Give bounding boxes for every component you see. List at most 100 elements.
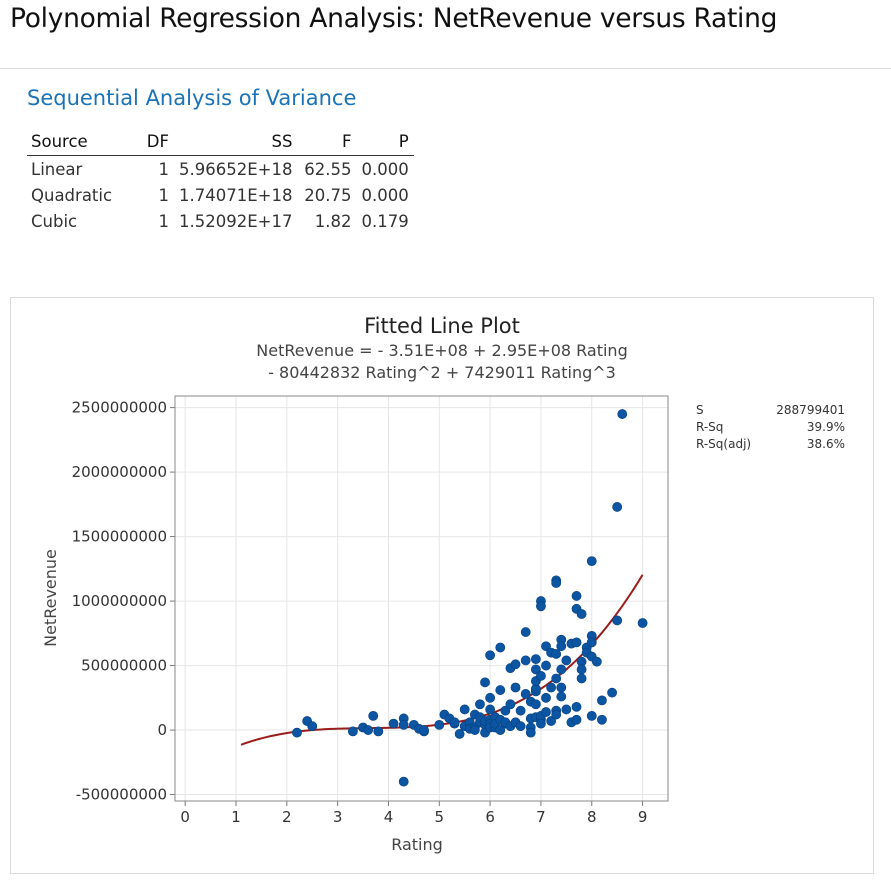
col-header-source: Source <box>27 128 128 156</box>
data-point <box>586 710 597 721</box>
data-point <box>551 709 562 720</box>
data-point <box>459 704 470 715</box>
cell-ss: 1.52092E+17 <box>179 211 293 231</box>
plot-frame <box>174 395 669 802</box>
data-point <box>571 591 582 601</box>
x-tick-label: 6 <box>485 808 495 826</box>
x-tick-label: 5 <box>435 808 445 826</box>
x-axis-label: Rating <box>391 835 443 854</box>
data-point <box>520 627 531 637</box>
data-point <box>591 656 602 667</box>
cell-df: 1 <box>158 211 170 231</box>
data-point <box>510 682 521 693</box>
chart-equation-line-1: NetRevenue = - 3.51E+08 + 2.95E+08 Ratin… <box>256 341 627 360</box>
y-tick-label: 2000000000 <box>72 463 167 481</box>
data-point <box>530 699 541 710</box>
data-point <box>505 699 516 710</box>
data-point <box>368 710 379 721</box>
x-tick-label: 1 <box>231 808 241 826</box>
cell-f: 1.82 <box>314 211 352 231</box>
x-tick-label: 8 <box>587 808 597 826</box>
chart-title: Fitted Line Plot <box>364 314 520 338</box>
data-point <box>449 717 460 728</box>
data-point <box>292 727 302 738</box>
fitted-line-plot: Fitted Line Plot NetRevenue = - 3.51E+08… <box>41 314 845 854</box>
x-axis-ticks: 0 1 2 3 4 5 6 7 8 9 <box>180 801 647 826</box>
x-tick-label: 4 <box>384 808 394 826</box>
data-point <box>551 673 562 684</box>
data-point <box>556 691 567 702</box>
data-point <box>571 637 582 648</box>
stat-rsqadj-value: 38.6% <box>807 437 845 451</box>
stat-rsq-value: 39.9% <box>807 420 845 434</box>
cell-source: Cubic <box>31 211 78 231</box>
data-point <box>485 692 496 703</box>
data-point <box>388 718 399 729</box>
data-point <box>637 618 648 628</box>
y-tick-label: 2500000000 <box>72 399 167 417</box>
x-tick-label: 9 <box>638 808 648 826</box>
data-point <box>363 725 374 735</box>
data-point <box>515 721 526 732</box>
stat-s-value: 288799401 <box>776 403 845 417</box>
data-point <box>612 615 623 626</box>
chart-equation-line-2: - 80442832 Rating^2 + 7429011 Rating^3 <box>268 363 616 382</box>
y-axis-ticks: -500000000 0 500000000 1000000000 1500000000… <box>72 399 175 804</box>
data-point <box>551 649 562 659</box>
stat-rsqadj-label: R-Sq(adj) <box>696 437 751 451</box>
data-point <box>536 670 546 681</box>
data-point <box>398 776 409 787</box>
data-point <box>398 719 409 730</box>
data-point <box>536 601 546 612</box>
page-title: Polynomial Regression Analysis: NetReven… <box>10 3 778 34</box>
cell-df: 1 <box>158 159 170 179</box>
data-point <box>586 556 597 566</box>
fit-statistics: S 288799401 R-Sq 39.9% R-Sq(adj) 38.6% <box>696 403 845 451</box>
anova-table: Source DF SS F P Linear 1 5.96652E+18 62… <box>27 128 414 234</box>
data-point <box>607 687 617 698</box>
data-point <box>419 725 429 735</box>
data-point <box>480 677 490 688</box>
data-point <box>597 714 607 725</box>
stat-s-label: S <box>696 403 704 417</box>
data-point <box>546 716 556 726</box>
cell-p: 0.000 <box>361 185 409 205</box>
data-point <box>546 682 556 693</box>
data-point <box>541 660 551 671</box>
anova-row-quadratic: Quadratic 1 1.74071E+18 20.75 0.000 <box>27 182 414 208</box>
cell-ss: 5.96652E+18 <box>179 159 293 179</box>
anova-header-row: Source DF SS F P <box>27 128 414 156</box>
data-points <box>292 409 648 787</box>
y-tick-label: 1000000000 <box>72 592 167 610</box>
x-tick-label: 7 <box>536 808 546 826</box>
x-tick-label: 0 <box>180 808 190 826</box>
data-point <box>520 655 531 666</box>
cell-f: 20.75 <box>304 185 352 205</box>
data-point <box>556 682 567 693</box>
data-point <box>576 664 587 675</box>
x-tick-label: 3 <box>333 808 343 826</box>
data-point <box>612 502 623 512</box>
data-point <box>556 664 567 675</box>
data-point <box>571 714 582 725</box>
cell-f: 62.55 <box>304 159 352 179</box>
data-point <box>485 650 496 661</box>
y-tick-label: 0 <box>157 721 167 739</box>
data-point <box>434 719 445 730</box>
data-point <box>571 701 582 712</box>
data-point <box>495 725 506 735</box>
anova-row-cubic: Cubic 1 1.52092E+17 1.82 0.179 <box>27 208 414 234</box>
cell-df: 1 <box>158 185 170 205</box>
data-point <box>495 685 506 695</box>
data-point <box>586 637 597 648</box>
stat-rsq-label: R-Sq <box>696 420 723 434</box>
title-divider <box>0 68 891 69</box>
x-tick-label: 2 <box>282 808 292 826</box>
data-point <box>597 695 607 706</box>
data-point <box>307 721 318 732</box>
cell-p: 0.000 <box>361 159 409 179</box>
y-axis-label: NetRevenue <box>41 549 60 647</box>
data-point <box>556 641 567 652</box>
data-point <box>541 707 551 717</box>
data-point <box>576 609 587 619</box>
